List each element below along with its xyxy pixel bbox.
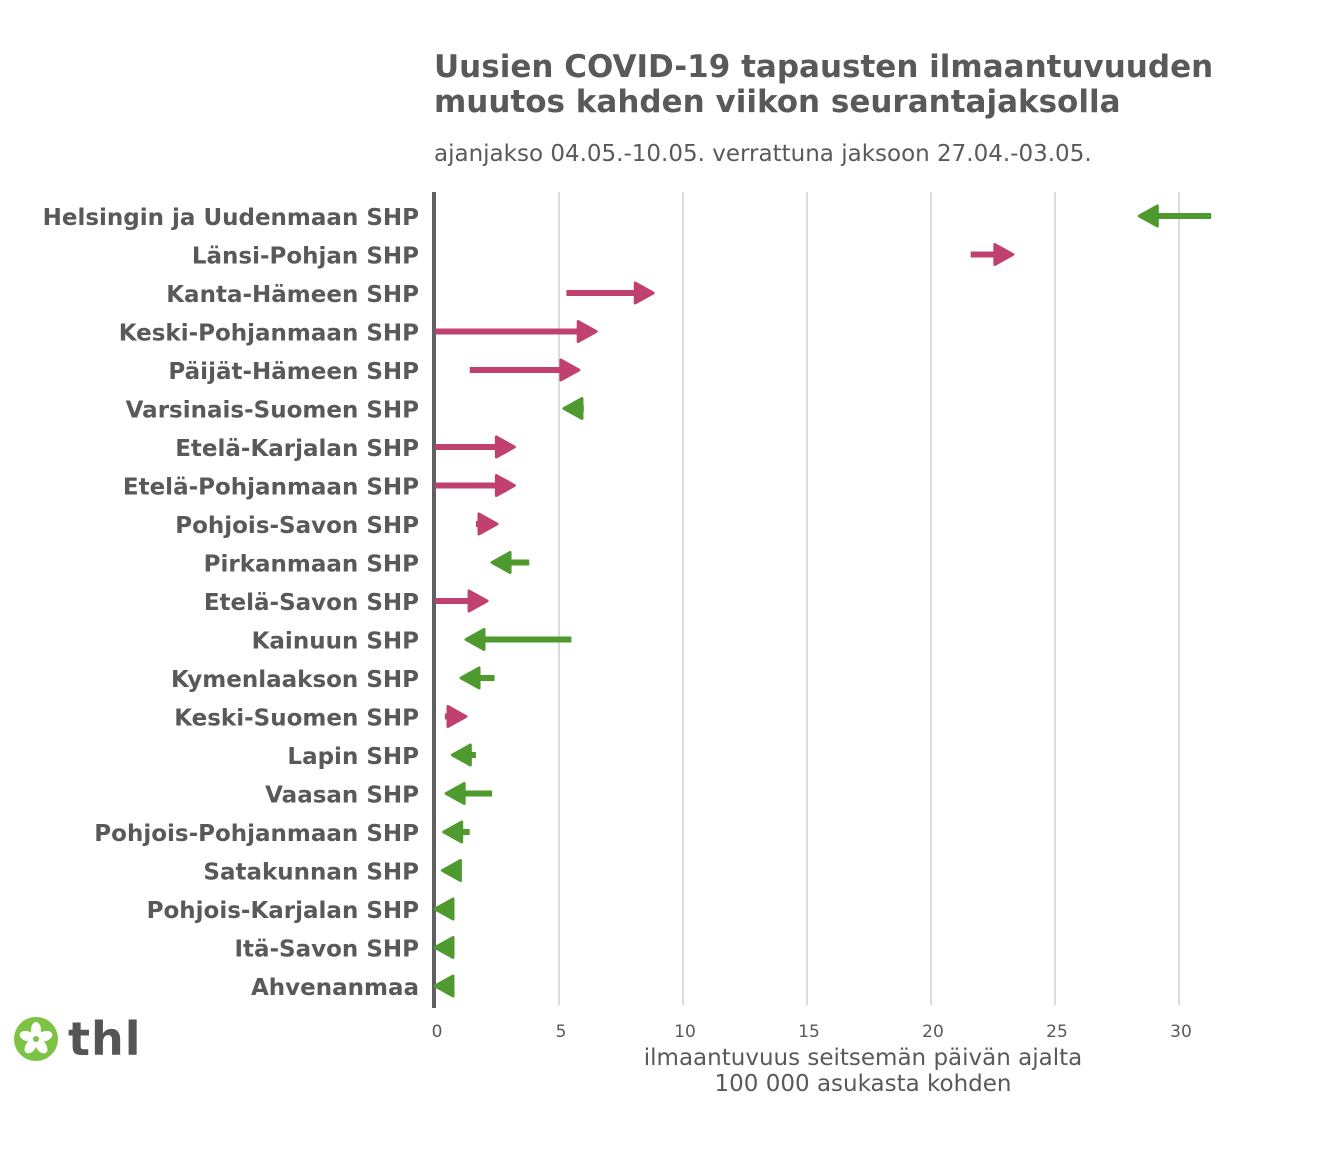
arrow-head <box>494 474 516 497</box>
x-tick-label: 5 <box>556 1022 567 1042</box>
arrow-head <box>433 897 455 921</box>
region-label: Lapin SHP <box>287 744 419 770</box>
arrow-head <box>559 358 581 382</box>
region-label: Ahvenanmaa <box>251 975 419 1001</box>
region-label: Varsinais-Suomen SHP <box>126 398 419 424</box>
region-label: Kymenlaakson SHP <box>171 667 419 693</box>
logo-text: thl <box>68 1012 142 1066</box>
arrow-head <box>459 666 481 690</box>
flower-icon <box>14 1017 58 1061</box>
arrow-head <box>442 820 464 844</box>
arrow-head <box>490 551 512 574</box>
arrow-head <box>467 589 489 613</box>
region-label: Pohjois-Savon SHP <box>175 513 419 539</box>
arrow-head <box>633 281 655 305</box>
arrow-head <box>576 320 598 343</box>
region-label: Päijät-Hämeen SHP <box>168 359 419 385</box>
chart-subtitle: ajanjakso 04.05.-10.05. verrattuna jakso… <box>434 141 1092 167</box>
arrow-head <box>450 743 472 767</box>
x-tick-label: 20 <box>922 1022 944 1042</box>
arrow-head <box>446 705 468 728</box>
x-axis-label-line-1: ilmaantuvuus seitsemän päivän ajalta <box>643 1045 1083 1071</box>
arrow-head <box>494 435 516 459</box>
region-label: Pirkanmaan SHP <box>204 552 419 578</box>
region-label: Etelä-Pohjanmaan SHP <box>123 475 419 501</box>
x-axis-label: ilmaantuvuus seitsemän päivän ajalta 100… <box>563 1045 1163 1097</box>
x-tick-label: 25 <box>1046 1022 1068 1042</box>
region-label: Keski-Pohjanmaan SHP <box>119 321 419 347</box>
x-tick-label: 15 <box>798 1022 820 1042</box>
x-tick-label: 0 <box>432 1022 443 1042</box>
region-label: Etelä-Karjalan SHP <box>175 436 419 462</box>
region-label: Kanta-Hämeen SHP <box>166 282 419 308</box>
x-tick-label: 10 <box>674 1022 696 1042</box>
region-label: Etelä-Savon SHP <box>204 590 419 616</box>
region-label: Vaasan SHP <box>265 783 419 809</box>
region-label: Pohjois-Pohjanmaan SHP <box>94 821 419 847</box>
arrow-head <box>440 859 462 882</box>
region-label: Helsingin ja Uudenmaan SHP <box>43 205 419 231</box>
title-line-1: Uusien COVID-19 tapausten ilmaantuvuuden <box>434 49 1214 85</box>
thl-logo: thl <box>12 1012 142 1066</box>
arrow-head <box>993 243 1015 266</box>
region-label: Itä-Savon SHP <box>234 937 419 963</box>
arrow-head <box>464 628 486 651</box>
arrow-head <box>433 974 455 998</box>
chart-title: Uusien COVID-19 tapausten ilmaantuvuuden… <box>434 50 1213 120</box>
region-label: Kainuun SHP <box>252 629 419 655</box>
arrow-head <box>1137 204 1159 228</box>
arrow-head <box>444 782 466 805</box>
region-label: Pohjois-Karjalan SHP <box>147 898 419 924</box>
arrow-head <box>562 397 584 420</box>
region-label: Satakunnan SHP <box>203 860 419 886</box>
arrow-head <box>477 512 499 536</box>
region-label: Keski-Suomen SHP <box>174 706 419 732</box>
region-label: Länsi-Pohjan SHP <box>192 244 419 270</box>
arrow-head <box>433 936 455 959</box>
x-axis-label-line-2: 100 000 asukasta kohden <box>714 1071 1012 1097</box>
title-line-2: muutos kahden viikon seurantajaksolla <box>434 84 1121 120</box>
x-tick-label: 30 <box>1170 1022 1192 1042</box>
